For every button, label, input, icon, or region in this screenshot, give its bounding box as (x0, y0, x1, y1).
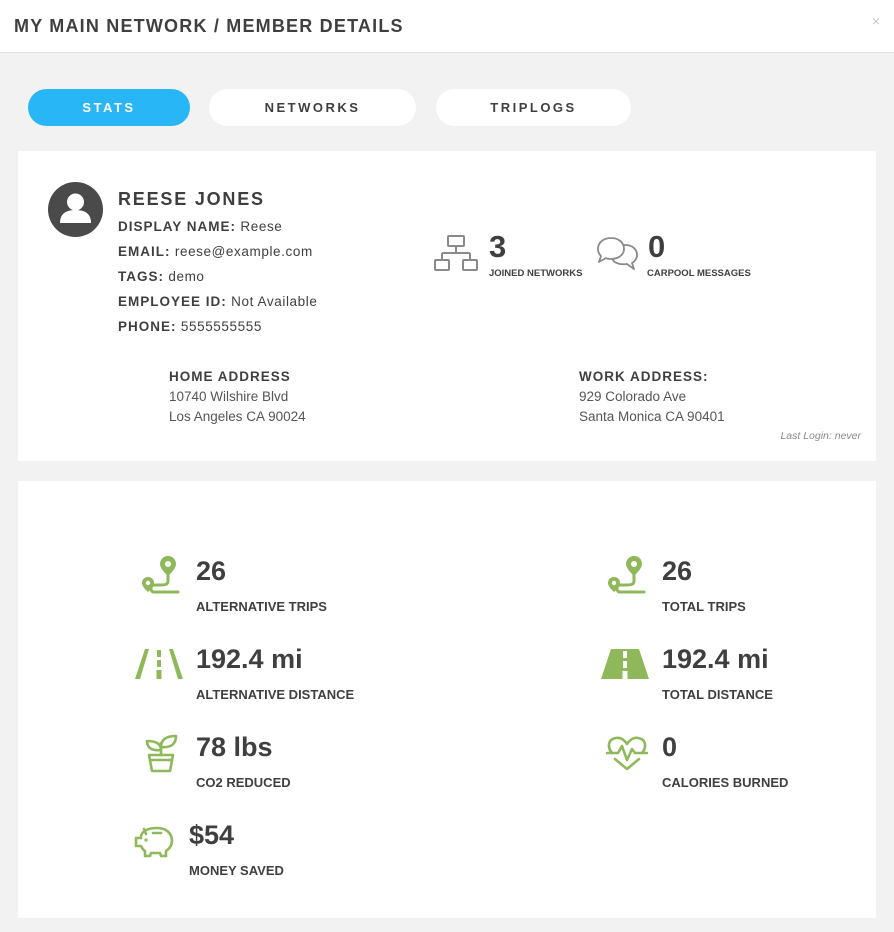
route-icon (142, 556, 180, 594)
road-outline-icon (135, 649, 183, 679)
email-label: EMAIL: (118, 244, 171, 259)
last-login-text: Last Login: never (780, 430, 861, 442)
phone-value: 5555555555 (180, 319, 262, 334)
display-name-value: Reese (240, 219, 283, 234)
tab-triplogs[interactable]: TRIPLOGS (436, 89, 631, 126)
alternative-trips-label: ALTERNATIVE TRIPS (196, 599, 327, 614)
home-address-line2: Los Angeles CA 90024 (169, 409, 306, 424)
alternative-distance-label: ALTERNATIVE DISTANCE (196, 687, 355, 702)
joined-networks-label: JOINED NETWORKS (489, 268, 583, 279)
network-icon (434, 235, 478, 271)
email-value: reese@example.com (174, 244, 313, 259)
road-filled-icon (601, 649, 649, 679)
member-name: REESE JONES (118, 189, 265, 209)
co2-reduced-label: CO2 REDUCED (196, 775, 291, 790)
stats-card: 26 ALTERNATIVE TRIPS 26 TOTAL TRIPS (18, 481, 876, 918)
carpool-messages-count: 0 (648, 229, 666, 264)
chat-icon (597, 237, 638, 270)
calories-burned-value: 0 (662, 732, 678, 762)
money-saved-value: $54 (189, 820, 235, 850)
avatar-icon (48, 182, 103, 237)
plant-icon (145, 734, 178, 773)
tab-networks[interactable]: NETWORKS (209, 89, 416, 126)
total-distance-label: TOTAL DISTANCE (662, 687, 773, 702)
display-name-label: DISPLAY NAME: (118, 219, 237, 234)
employee-id-row: EMPLOYEE ID: Not Available (118, 294, 317, 309)
route-icon (608, 556, 646, 594)
tab-stats[interactable]: STATS (28, 89, 190, 126)
work-address-label: WORK ADDRESS: (579, 369, 709, 384)
total-distance-value: 192.4 mi (662, 644, 769, 674)
employee-id-label: EMPLOYEE ID: (118, 294, 227, 309)
home-address-label: HOME ADDRESS (169, 369, 291, 384)
tags-value: demo (168, 269, 205, 284)
tags-label: TAGS: (118, 269, 164, 284)
modal-header: MY MAIN NETWORK / MEMBER DETAILS × (0, 0, 894, 53)
email-row: EMAIL: reese@example.com (118, 244, 313, 259)
tags-row: TAGS: demo (118, 269, 205, 284)
work-address-line2: Santa Monica CA 90401 (579, 409, 725, 424)
co2-reduced-value: 78 lbs (196, 732, 273, 762)
employee-id-value: Not Available (231, 294, 318, 309)
joined-networks-count: 3 (489, 229, 507, 264)
page-title: MY MAIN NETWORK / MEMBER DETAILS (14, 16, 404, 36)
carpool-messages-label: CARPOOL MESSAGES (647, 268, 751, 279)
calories-burned-label: CALORIES BURNED (662, 775, 789, 790)
total-trips-value: 26 (662, 556, 693, 586)
phone-row: PHONE: 5555555555 (118, 319, 262, 334)
money-saved-label: MONEY SAVED (189, 863, 284, 878)
close-icon[interactable]: × (871, 13, 880, 29)
piggy-bank-icon (134, 826, 174, 858)
profile-card: REESE JONES DISPLAY NAME: Reese EMAIL: r… (18, 151, 876, 461)
display-name-row: DISPLAY NAME: Reese (118, 219, 282, 234)
total-trips-label: TOTAL TRIPS (662, 599, 746, 614)
work-address-line1: 929 Colorado Ave (579, 389, 687, 404)
phone-label: PHONE: (118, 319, 177, 334)
heartbeat-icon (606, 736, 648, 771)
alternative-distance-value: 192.4 mi (196, 644, 303, 674)
home-address-line1: 10740 Wilshire Blvd (169, 389, 289, 404)
alternative-trips-value: 26 (196, 556, 227, 586)
